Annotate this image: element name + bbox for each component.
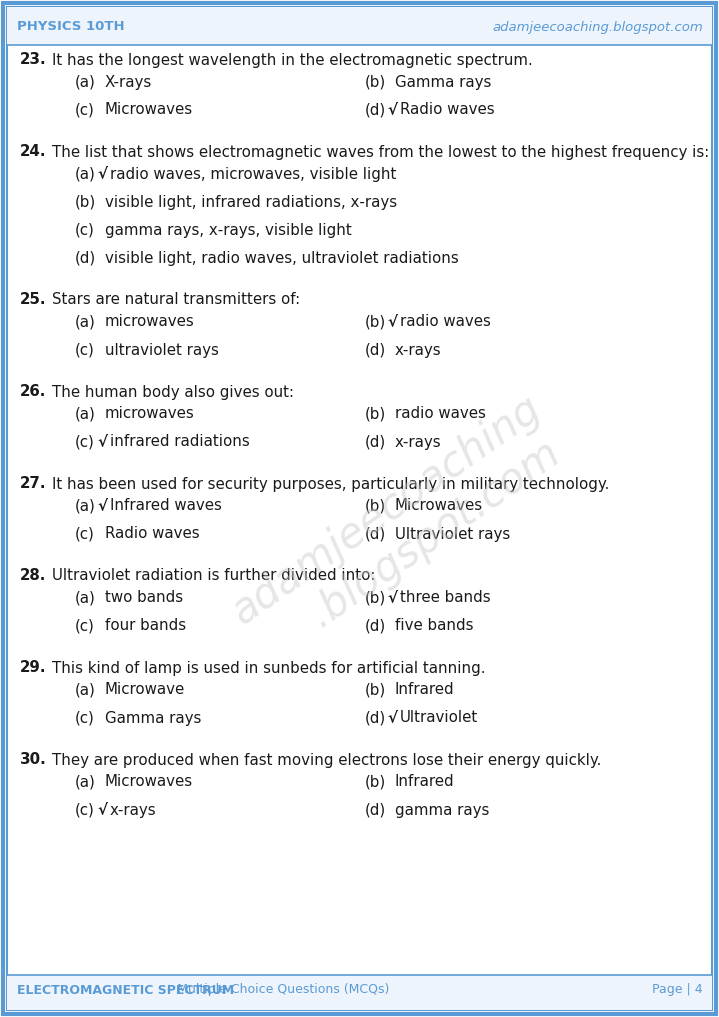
Text: radio waves: radio waves [400, 314, 491, 330]
Text: (c): (c) [75, 618, 95, 634]
Text: (b): (b) [365, 591, 386, 605]
Text: 25.: 25. [20, 293, 47, 307]
Text: √: √ [387, 103, 397, 118]
Text: (a): (a) [75, 407, 96, 421]
Text: (c): (c) [75, 434, 95, 450]
Text: (b): (b) [365, 775, 386, 789]
Text: It has the longest wavelength in the electromagnetic spectrum.: It has the longest wavelength in the ele… [52, 53, 533, 67]
Text: √: √ [97, 802, 107, 818]
Text: two bands: two bands [105, 591, 183, 605]
Text: X-rays: X-rays [105, 74, 152, 89]
Text: three bands: three bands [400, 591, 490, 605]
Text: Radio waves: Radio waves [105, 527, 200, 541]
Text: √: √ [97, 434, 107, 450]
Text: Stars are natural transmitters of:: Stars are natural transmitters of: [52, 293, 300, 307]
Text: This kind of lamp is used in sunbeds for artificial tanning.: This kind of lamp is used in sunbeds for… [52, 660, 485, 675]
Text: (a): (a) [75, 498, 96, 514]
Text: (c): (c) [75, 711, 95, 725]
Text: (a): (a) [75, 591, 96, 605]
Text: five bands: five bands [395, 618, 474, 634]
Text: The list that shows electromagnetic waves from the lowest to the highest frequen: The list that shows electromagnetic wave… [52, 144, 709, 160]
Text: ELECTROMAGNETIC SPECTRUM: ELECTROMAGNETIC SPECTRUM [17, 983, 234, 997]
Text: √: √ [387, 314, 397, 330]
Text: (c): (c) [75, 527, 95, 541]
Text: Infrared waves: Infrared waves [110, 498, 222, 514]
Text: (b): (b) [365, 682, 386, 698]
Text: 23.: 23. [20, 53, 47, 67]
Text: They are produced when fast moving electrons lose their energy quickly.: They are produced when fast moving elect… [52, 753, 601, 768]
Text: √: √ [387, 711, 397, 725]
Text: √: √ [387, 591, 397, 605]
Text: Ultraviolet radiation is further divided into:: Ultraviolet radiation is further divided… [52, 569, 375, 584]
Text: x-rays: x-rays [110, 802, 157, 818]
Text: adamjeecoaching.blogspot.com: adamjeecoaching.blogspot.com [493, 20, 703, 34]
Text: Infrared: Infrared [395, 682, 454, 698]
Text: radio waves, microwaves, visible light: radio waves, microwaves, visible light [110, 167, 396, 181]
Text: 29.: 29. [20, 660, 47, 675]
Text: (a): (a) [75, 74, 96, 89]
Text: (c): (c) [75, 223, 95, 238]
Text: (b): (b) [365, 407, 386, 421]
Text: 30.: 30. [20, 753, 47, 768]
Text: Microwaves: Microwaves [105, 103, 193, 118]
Text: visible light, infrared radiations, x-rays: visible light, infrared radiations, x-ra… [105, 194, 397, 210]
Text: Gamma rays: Gamma rays [395, 74, 491, 89]
Text: (a): (a) [75, 775, 96, 789]
Text: visible light, radio waves, ultraviolet radiations: visible light, radio waves, ultraviolet … [105, 250, 459, 265]
Text: 24.: 24. [20, 144, 47, 160]
Text: It has been used for security purposes, particularly in military technology.: It has been used for security purposes, … [52, 477, 610, 491]
Text: (c): (c) [75, 343, 95, 358]
Text: The human body also gives out:: The human body also gives out: [52, 384, 294, 400]
Text: Microwave: Microwave [105, 682, 186, 698]
Text: Microwaves: Microwaves [395, 498, 483, 514]
Text: infrared radiations: infrared radiations [110, 434, 249, 450]
Text: (d): (d) [365, 343, 386, 358]
Text: (d): (d) [365, 527, 386, 541]
Text: 28.: 28. [20, 569, 46, 584]
Text: (a): (a) [75, 167, 96, 181]
Text: four bands: four bands [105, 618, 186, 634]
Text: gamma rays, x-rays, visible light: gamma rays, x-rays, visible light [105, 223, 352, 238]
Text: 27.: 27. [20, 477, 47, 491]
Text: (d): (d) [365, 802, 386, 818]
Text: (c): (c) [75, 103, 95, 118]
Text: – Multiple Choice Questions (MCQs): – Multiple Choice Questions (MCQs) [163, 983, 390, 997]
Text: (b): (b) [365, 74, 386, 89]
Text: Microwaves: Microwaves [105, 775, 193, 789]
Text: Infrared: Infrared [395, 775, 454, 789]
Text: adamjeecoaching
    .blogspot.com: adamjeecoaching .blogspot.com [223, 387, 577, 672]
Text: (d): (d) [75, 250, 96, 265]
Text: (d): (d) [365, 618, 386, 634]
Text: (a): (a) [75, 682, 96, 698]
Text: Gamma rays: Gamma rays [105, 711, 201, 725]
Text: x-rays: x-rays [395, 343, 441, 358]
Text: 26.: 26. [20, 384, 46, 400]
Text: √: √ [97, 498, 107, 514]
Bar [7, 7, 712, 45]
Text: radio waves: radio waves [395, 407, 486, 421]
Text: microwaves: microwaves [105, 407, 195, 421]
Text: (b): (b) [75, 194, 96, 210]
Bar [7, 975, 712, 1010]
Text: (b): (b) [365, 314, 386, 330]
Text: (d): (d) [365, 103, 386, 118]
Text: ultraviolet rays: ultraviolet rays [105, 343, 219, 358]
Text: x-rays: x-rays [395, 434, 441, 450]
Text: Radio waves: Radio waves [400, 103, 495, 118]
Text: gamma rays: gamma rays [395, 802, 490, 818]
Text: (a): (a) [75, 314, 96, 330]
Text: Ultraviolet rays: Ultraviolet rays [395, 527, 510, 541]
Text: (c): (c) [75, 802, 95, 818]
Text: microwaves: microwaves [105, 314, 195, 330]
Text: Page | 4: Page | 4 [652, 983, 703, 997]
Text: (d): (d) [365, 711, 386, 725]
Text: (d): (d) [365, 434, 386, 450]
Text: √: √ [97, 167, 107, 181]
Text: PHYSICS 10TH: PHYSICS 10TH [17, 20, 124, 34]
Text: (b): (b) [365, 498, 386, 514]
Text: Ultraviolet: Ultraviolet [400, 711, 478, 725]
